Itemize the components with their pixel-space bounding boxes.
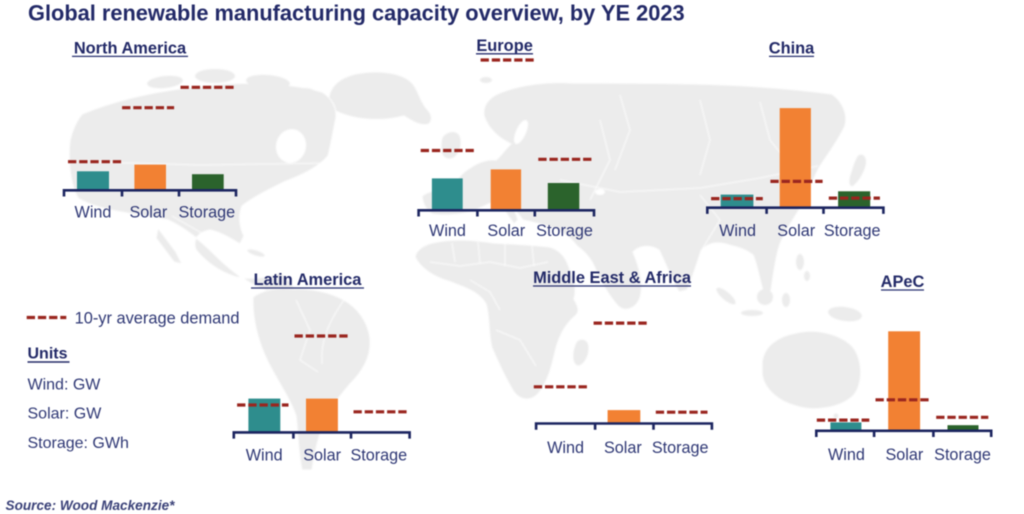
svg-text:Wind: Wind: [75, 204, 112, 222]
svg-text:Solar: Solar: [130, 204, 168, 222]
svg-text:Storage: Storage: [934, 446, 991, 464]
svg-text:Middle East & Africa: Middle East & Africa: [533, 269, 692, 287]
svg-text:Storage: GWh: Storage: GWh: [28, 435, 129, 452]
svg-text:Units: Units: [28, 346, 68, 363]
svg-text:Storage: Storage: [824, 222, 881, 240]
svg-text:Global renewable manufacturing: Global renewable manufacturing capacity …: [28, 1, 685, 26]
svg-text:Wind: Wind: [429, 222, 466, 240]
svg-text:Wind: Wind: [246, 446, 283, 464]
svg-text:Storage: Storage: [178, 204, 235, 222]
svg-text:Wind: Wind: [828, 446, 865, 464]
svg-text:APeC: APeC: [881, 273, 925, 291]
svg-text:Solar: Solar: [303, 446, 341, 464]
svg-text:Solar: Solar: [604, 439, 642, 457]
svg-text:Europe: Europe: [476, 37, 532, 55]
svg-text:Solar: Solar: [777, 222, 815, 240]
svg-text:Wind: GW: Wind: GW: [28, 377, 102, 394]
svg-text:Wind: Wind: [719, 222, 756, 240]
svg-text:China: China: [769, 40, 815, 58]
svg-text:Storage: Storage: [350, 446, 407, 464]
svg-text:Solar: Solar: [886, 446, 924, 464]
svg-text:10-yr average demand: 10-yr average demand: [75, 309, 240, 327]
svg-text:Solar: Solar: [487, 222, 525, 240]
svg-text:Wind: Wind: [547, 439, 584, 457]
svg-text:Source: Wood Mackenzie*: Source: Wood Mackenzie*: [6, 498, 176, 513]
svg-text:Storage: Storage: [536, 222, 593, 240]
svg-text:Latin America: Latin America: [254, 271, 363, 289]
svg-text:North America: North America: [74, 40, 187, 58]
svg-text:Storage: Storage: [652, 439, 709, 457]
svg-text:Solar: GW: Solar: GW: [28, 406, 103, 423]
